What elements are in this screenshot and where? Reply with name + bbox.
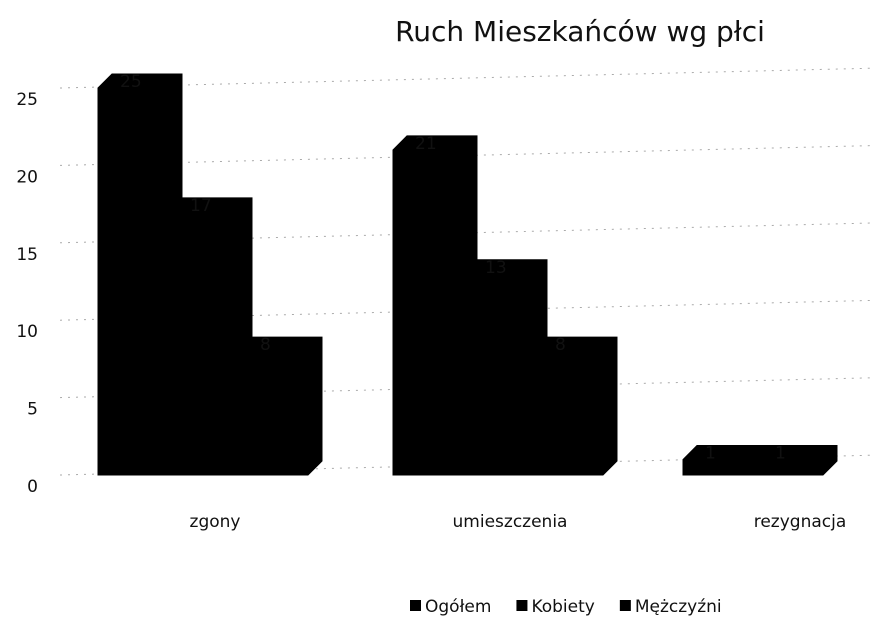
legend-label: Ogółem <box>425 597 491 617</box>
y-tick-label: 10 <box>16 322 38 342</box>
y-tick-label: 5 <box>27 400 38 420</box>
data-label: 8 <box>260 335 271 355</box>
bar <box>237 336 323 476</box>
y-tick-label: 0 <box>27 477 38 497</box>
legend-label: Mężczyźni <box>635 597 722 617</box>
data-label: 1 <box>775 444 786 464</box>
legend-label: Kobiety <box>531 597 594 617</box>
legend-swatch <box>410 600 421 611</box>
x-tick-label: umieszczenia <box>453 512 568 532</box>
data-label: 13 <box>485 258 507 278</box>
data-label: 8 <box>555 335 566 355</box>
data-label: 1 <box>705 444 716 464</box>
y-tick-label: 25 <box>16 90 38 110</box>
data-label: 25 <box>120 72 142 92</box>
bar <box>532 336 618 476</box>
y-tick-label: 15 <box>16 245 38 265</box>
data-label: 17 <box>190 196 212 216</box>
x-tick-label: rezygnacja <box>754 512 847 532</box>
y-tick-label: 20 <box>16 167 38 187</box>
data-label: 21 <box>415 134 437 154</box>
grid-line <box>59 67 873 89</box>
legend-swatch <box>619 600 631 611</box>
x-tick-label: zgony <box>190 512 241 532</box>
chart-title: Ruch Mieszkańców wg płci <box>395 15 765 48</box>
grid-line <box>59 145 873 166</box>
legend-swatch <box>516 600 528 611</box>
bar <box>752 445 838 476</box>
